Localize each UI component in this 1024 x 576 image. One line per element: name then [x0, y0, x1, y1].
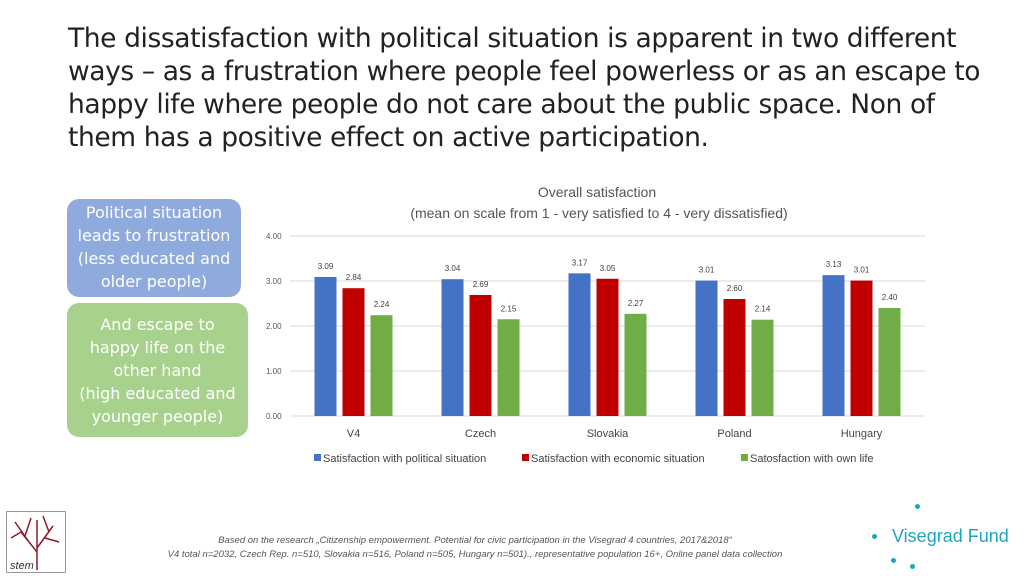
- data-label: 3.01: [699, 266, 715, 275]
- bar: [441, 279, 464, 416]
- data-label: 2.84: [346, 273, 362, 282]
- bar: [850, 280, 873, 416]
- y-tick-label: 3.00: [266, 277, 282, 286]
- y-tick-label: 2.00: [266, 322, 282, 331]
- visegrad-dot: [872, 534, 877, 539]
- bar: [624, 313, 647, 416]
- legend-label: Satisfaction with economic situation: [531, 453, 705, 465]
- footer-source: Based on the research „Citizenship empow…: [218, 535, 732, 546]
- bar: [695, 280, 718, 416]
- box-line: other hand: [113, 361, 202, 380]
- data-label: 2.15: [501, 304, 517, 313]
- bar: [469, 294, 492, 416]
- y-tick-label: 4.00: [266, 232, 282, 241]
- box-line: (less educated and: [77, 249, 231, 268]
- box-line: younger people): [91, 407, 224, 426]
- bar: [370, 315, 393, 416]
- chart-subtitle: (mean on scale from 1 - very satisfied t…: [410, 205, 787, 221]
- data-label: 2.24: [374, 300, 390, 309]
- data-label: 2.40: [882, 293, 898, 302]
- data-label: 2.14: [755, 305, 771, 314]
- x-tick-label: V4: [347, 428, 360, 440]
- data-label: 2.60: [727, 284, 743, 293]
- escape-box: And escape to happy life on the other ha…: [67, 303, 248, 437]
- bar: [497, 319, 520, 416]
- y-tick-label: 1.00: [266, 367, 282, 376]
- x-tick-label: Poland: [717, 428, 751, 440]
- bar: [342, 288, 365, 416]
- x-tick-label: Hungary: [841, 428, 883, 440]
- legend-label: Satisfaction with political situation: [323, 453, 486, 465]
- bar: [822, 275, 845, 416]
- visegrad-dot: [915, 504, 920, 509]
- data-label: 3.04: [445, 264, 461, 273]
- legend-swatch: [741, 454, 748, 461]
- bar: [596, 278, 619, 416]
- visegrad-dot: [891, 558, 896, 563]
- slide-title: The dissatisfaction with political situa…: [68, 23, 981, 153]
- frustration-box: Political situation leads to frustration…: [67, 199, 241, 297]
- box-line: older people): [100, 272, 208, 291]
- legend-swatch: [522, 454, 529, 461]
- stem-logo: stem: [6, 511, 66, 573]
- legend-swatch: [314, 454, 321, 461]
- footer-sample: V4 total n=2032, Czech Rep. n=510, Slova…: [167, 549, 783, 560]
- box-line: happy life on the: [89, 338, 226, 357]
- visegrad-fund-logo: Visegrad Fund: [892, 526, 1009, 546]
- y-tick-label: 0.00: [266, 412, 282, 421]
- data-label: 3.09: [318, 262, 334, 271]
- data-label: 3.05: [600, 264, 616, 273]
- box-line: Political situation: [85, 203, 223, 222]
- box-line: (high educated and: [79, 384, 236, 403]
- data-label: 3.17: [572, 258, 588, 267]
- x-tick-label: Czech: [465, 428, 496, 440]
- stem-logo-text: stem: [10, 560, 34, 572]
- data-label: 3.01: [854, 266, 870, 275]
- chart-title: Overall satisfaction: [538, 184, 656, 200]
- x-tick-label: Slovakia: [587, 428, 629, 440]
- bar: [314, 276, 337, 416]
- bar: [751, 319, 774, 416]
- visegrad-dot: [910, 564, 915, 569]
- legend-label: Satosfaction with own life: [750, 453, 874, 465]
- bar: [568, 273, 591, 416]
- data-label: 3.13: [826, 260, 842, 269]
- bar-chart: Overall satisfaction (mean on scale from…: [266, 184, 925, 465]
- box-line: leads to frustration: [77, 226, 231, 245]
- data-label: 2.27: [628, 299, 644, 308]
- box-line: And escape to: [100, 315, 215, 334]
- data-label: 2.69: [473, 280, 489, 289]
- bar: [878, 308, 901, 416]
- bar: [723, 299, 746, 416]
